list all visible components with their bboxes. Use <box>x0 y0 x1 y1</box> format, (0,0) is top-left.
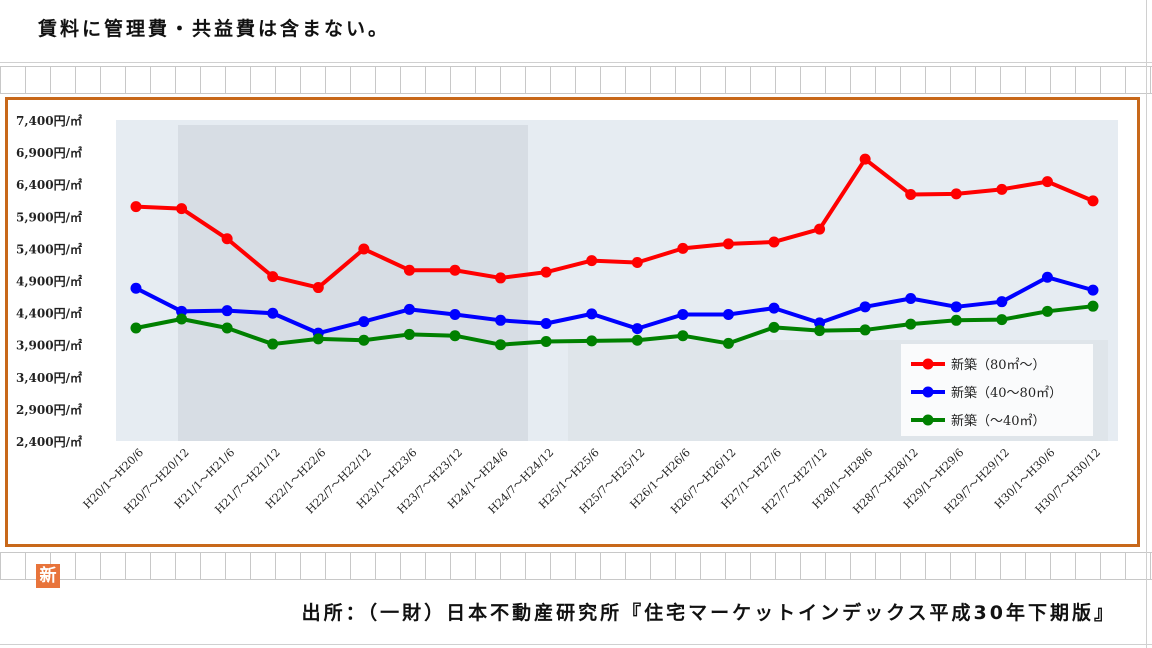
data-point <box>677 242 689 254</box>
data-point <box>950 314 962 326</box>
data-point <box>586 335 598 347</box>
data-point <box>814 325 826 337</box>
data-point <box>768 302 780 314</box>
data-point <box>403 328 415 340</box>
data-point <box>267 271 279 283</box>
data-point <box>1041 305 1053 317</box>
data-point <box>358 243 370 255</box>
legend-marker <box>922 414 934 426</box>
data-point <box>130 282 142 294</box>
data-point <box>722 309 734 321</box>
y-tick-label: 7,400円/㎡ <box>16 113 82 128</box>
data-point <box>586 308 598 320</box>
data-point <box>996 314 1008 326</box>
data-point <box>449 309 461 321</box>
data-point <box>768 236 780 248</box>
data-point <box>176 305 188 317</box>
background-building <box>178 125 528 441</box>
y-tick-label: 2,400円/㎡ <box>16 434 82 449</box>
data-point <box>449 330 461 342</box>
y-tick-label: 2,900円/㎡ <box>16 402 82 417</box>
y-tick-label: 4,900円/㎡ <box>16 274 82 289</box>
divider-bottom <box>0 644 1152 645</box>
data-point <box>859 324 871 336</box>
data-point <box>950 188 962 200</box>
legend-label: 新築（～40㎡） <box>951 413 1046 429</box>
legend-label: 新築（40～80㎡） <box>951 385 1062 401</box>
data-point <box>586 255 598 267</box>
data-point <box>358 316 370 328</box>
data-point <box>677 330 689 342</box>
data-point <box>130 322 142 334</box>
y-tick-label: 3,400円/㎡ <box>16 370 82 385</box>
data-point <box>768 321 780 333</box>
y-tick-label: 5,900円/㎡ <box>16 209 82 224</box>
data-point <box>996 296 1008 308</box>
data-point <box>1041 271 1053 283</box>
data-point <box>905 188 917 200</box>
data-point <box>540 318 552 330</box>
rent-line-chart: 7,400円/㎡ 6,900円/㎡ 6,400円/㎡ 5,900円/㎡ 5,400円/㎡… <box>16 113 1118 516</box>
legend-label: 新築（80㎡～） <box>951 357 1046 373</box>
chart-frame: 7,400円/㎡ 6,900円/㎡ 6,400円/㎡ 5,900円/㎡ 5,400円/㎡… <box>5 97 1140 588</box>
y-tick-label: 6,400円/㎡ <box>16 177 82 192</box>
data-point <box>403 303 415 315</box>
y-tick-label: 6,900円/㎡ <box>16 145 82 160</box>
data-point <box>176 203 188 215</box>
data-point <box>130 201 142 213</box>
series-line-1 <box>135 275 1094 336</box>
y-tick-label: 5,400円/㎡ <box>16 241 82 256</box>
data-point <box>631 334 643 346</box>
data-point <box>1041 176 1053 188</box>
data-point <box>540 266 552 278</box>
data-point <box>540 335 552 347</box>
data-point <box>221 322 233 334</box>
data-point <box>449 264 461 276</box>
data-point <box>722 337 734 349</box>
y-tick-label: 4,400円/㎡ <box>16 306 82 321</box>
legend-marker <box>922 358 934 370</box>
series-line-2 <box>135 304 1094 347</box>
data-point <box>814 317 826 329</box>
data-point <box>176 313 188 325</box>
data-point <box>403 264 415 276</box>
source-note: 出所：（一財）日本不動産研究所『住宅マーケットインデックス平成30年下期版』 <box>301 602 1116 624</box>
data-point <box>631 323 643 335</box>
data-point <box>495 339 507 351</box>
new-badge-icon: 新 <box>36 564 60 588</box>
data-point <box>267 307 279 319</box>
data-point <box>950 301 962 313</box>
data-point <box>1087 300 1099 312</box>
data-point <box>905 292 917 304</box>
data-point <box>631 257 643 269</box>
grid-band-upper <box>0 66 1152 94</box>
data-point <box>722 238 734 250</box>
data-point <box>221 305 233 317</box>
data-point <box>267 338 279 350</box>
data-point <box>905 318 917 330</box>
y-tick-label: 3,900円/㎡ <box>16 338 82 353</box>
data-point <box>495 272 507 284</box>
divider-right <box>1146 0 1147 648</box>
data-point <box>312 333 324 345</box>
data-point <box>677 309 689 321</box>
data-point <box>1087 195 1099 207</box>
data-point <box>859 153 871 165</box>
data-point <box>996 183 1008 195</box>
data-point <box>312 282 324 294</box>
data-point <box>1087 284 1099 296</box>
data-point <box>814 223 826 235</box>
data-point <box>221 233 233 245</box>
data-point <box>495 314 507 326</box>
rent-note: 賃料に管理費・共益費は含まない。 <box>38 18 391 40</box>
legend-marker <box>922 386 934 398</box>
data-point <box>358 334 370 346</box>
data-point <box>859 301 871 313</box>
divider-top <box>0 62 1152 63</box>
series-line-0 <box>135 157 1094 290</box>
grid-band-lower <box>0 552 1152 580</box>
